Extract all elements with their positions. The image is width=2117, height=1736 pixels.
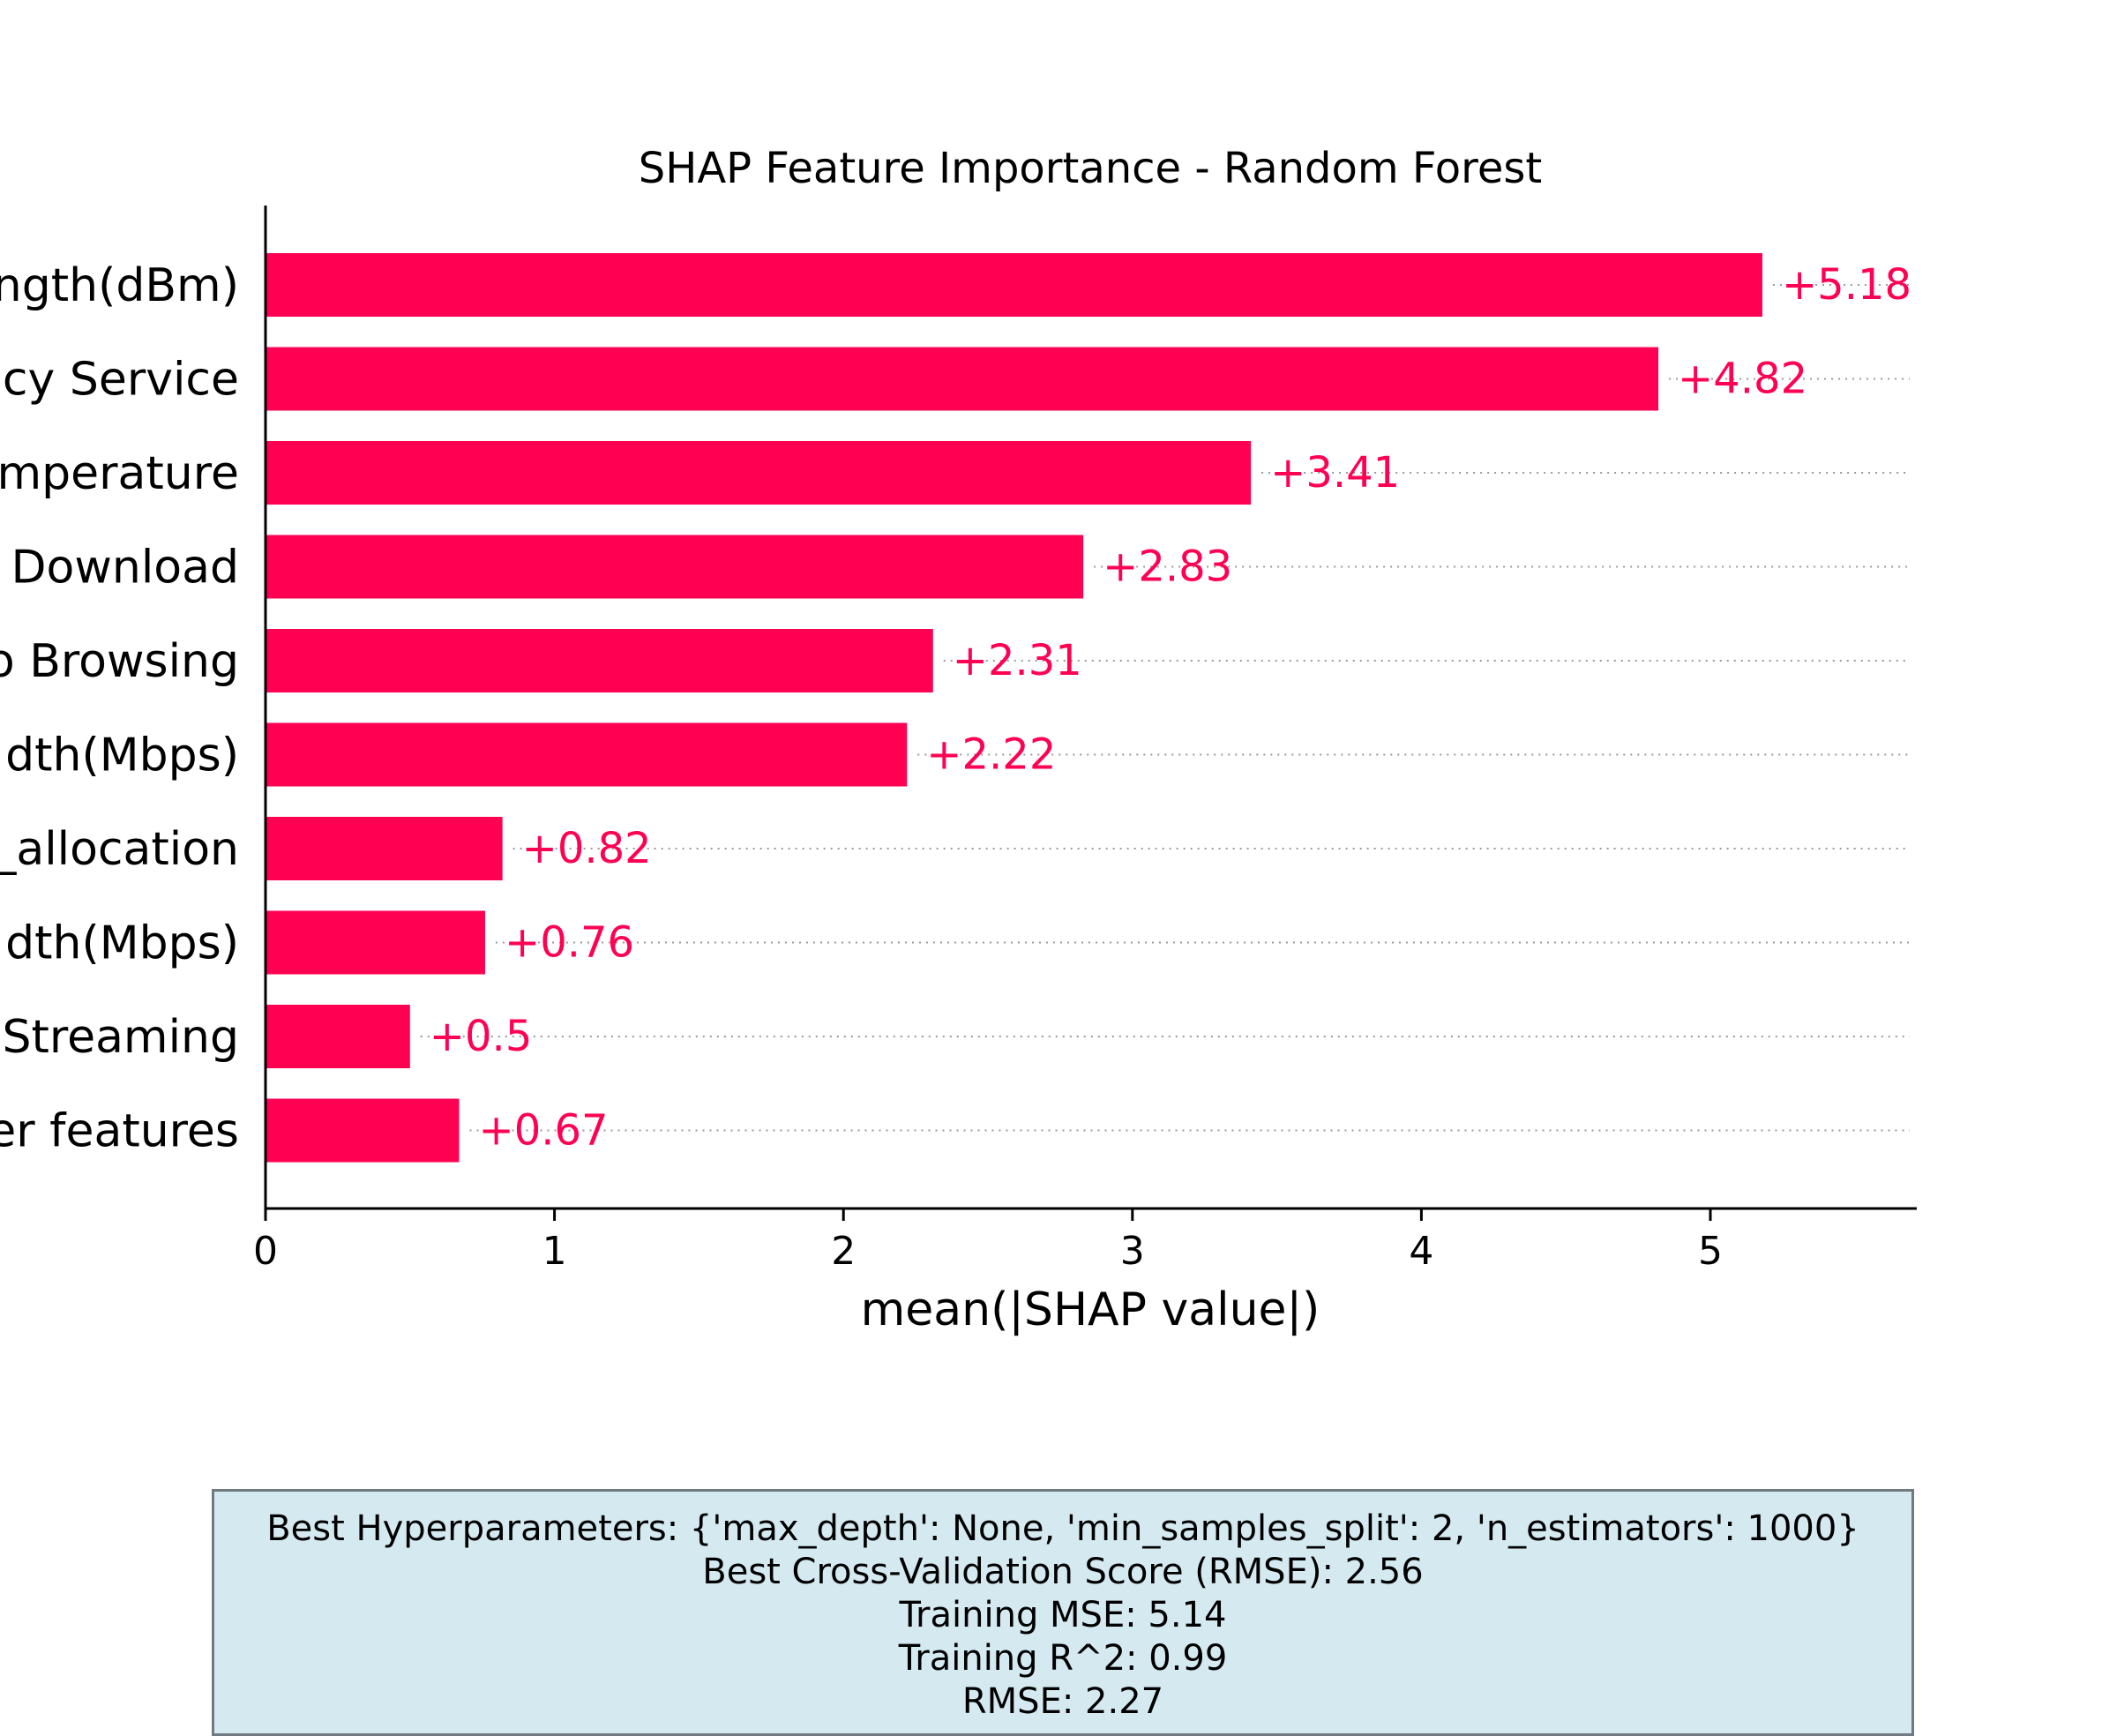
bar xyxy=(266,253,1762,317)
x-tick-label: 3 xyxy=(1120,1229,1145,1274)
y-tick-label: Streaming xyxy=(2,1011,239,1064)
summary-cv-score: Best Cross-Validation Score (RMSE): 2.56 xyxy=(702,1552,1424,1592)
x-tick-label: 1 xyxy=(542,1229,567,1274)
y-tick-label: dth(Mbps) xyxy=(5,917,239,970)
value-label: +0.82 xyxy=(522,824,652,873)
value-labels: +5.18 +4.82 +3.41 +2.83 +2.31 +2.22 +0.82 +0.76… xyxy=(430,260,1911,1156)
value-label: +0.5 xyxy=(430,1012,533,1061)
bar xyxy=(266,722,908,787)
value-label: +3.41 xyxy=(1270,448,1400,498)
bar xyxy=(266,1005,410,1068)
value-label: +2.22 xyxy=(926,730,1056,780)
x-tick-label: 2 xyxy=(831,1229,856,1274)
y-tick-label: mperature xyxy=(0,447,239,500)
bar xyxy=(266,817,503,880)
y-tick-labels: ngth(dBm) cy Service mperature Download o Br… xyxy=(0,259,239,1158)
x-ticks: 0 1 2 3 4 5 xyxy=(253,1209,1723,1274)
value-label: +2.83 xyxy=(1103,542,1232,592)
bar xyxy=(266,910,485,975)
summary-hyperparameters: Best Hyperparameters: {'max_depth': None… xyxy=(266,1508,1859,1549)
model-summary-box: Best Hyperparameters: {'max_depth': None… xyxy=(212,1489,1914,1736)
y-tick-label: dth(Mbps) xyxy=(5,730,239,782)
y-tick-label: ngth(dBm) xyxy=(0,259,239,312)
x-axis-label: mean(|SHAP value|) xyxy=(861,1283,1320,1336)
y-tick-label: Download xyxy=(11,542,239,595)
y-tick-label: o Browsing xyxy=(0,635,239,688)
summary-training-r2: Training R^2: 0.99 xyxy=(898,1638,1228,1679)
x-tick-label: 5 xyxy=(1698,1229,1723,1274)
shap-bar-chart: SHAP Feature Importance - Random Forest … xyxy=(0,144,1917,1336)
value-label: +5.18 xyxy=(1782,260,1911,310)
bar xyxy=(266,1098,460,1163)
x-tick-label: 4 xyxy=(1409,1229,1433,1274)
value-label: +2.31 xyxy=(953,636,1082,685)
bar xyxy=(266,441,1252,505)
value-label: +4.82 xyxy=(1678,355,1807,404)
y-tick-label: _allocation xyxy=(0,823,239,876)
bar xyxy=(266,629,933,692)
y-tick-label: er features xyxy=(0,1105,239,1158)
row-guides xyxy=(420,284,1910,1132)
bar xyxy=(266,347,1659,411)
x-tick-label: 0 xyxy=(253,1229,278,1274)
value-label: +0.67 xyxy=(478,1106,608,1156)
bar xyxy=(266,535,1084,599)
summary-training-mse: Training MSE: 5.14 xyxy=(899,1595,1227,1635)
value-label: +0.76 xyxy=(505,918,634,968)
chart-title: SHAP Feature Importance - Random Forest xyxy=(639,144,1542,193)
bars xyxy=(266,253,1762,1163)
summary-rmse: RMSE: 2.27 xyxy=(961,1681,1164,1722)
y-tick-label: cy Service xyxy=(3,354,239,407)
